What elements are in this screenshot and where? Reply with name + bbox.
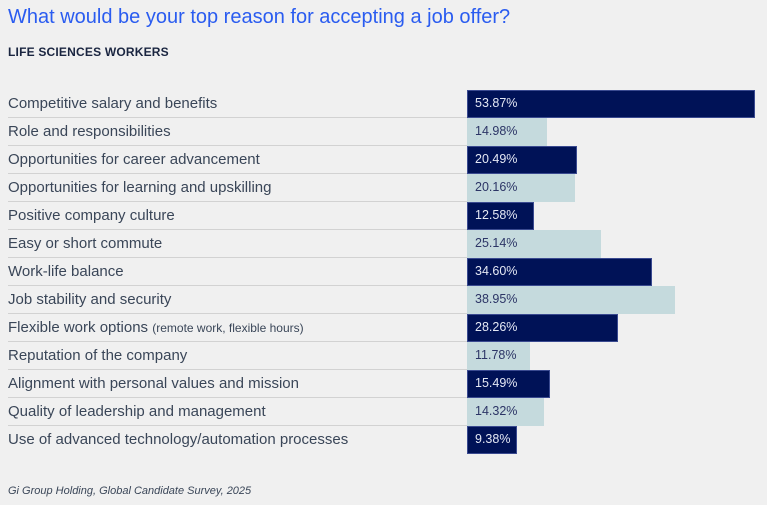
value-label: 20.16% xyxy=(475,180,518,194)
value-label: 53.87% xyxy=(475,96,518,110)
category-label: Use of advanced technology/automation pr… xyxy=(8,431,348,448)
category-text: Flexible work options xyxy=(8,319,149,336)
value-label: 34.60% xyxy=(475,264,518,278)
category-label: Quality of leadership and management xyxy=(8,403,266,420)
category-text: Role and responsibilities xyxy=(8,123,171,140)
category-text: Positive company culture xyxy=(8,207,175,224)
bar-row: Reputation of the company 11.78% xyxy=(0,342,767,370)
category-text: Work-life balance xyxy=(8,263,124,280)
category-label: Role and responsibilities xyxy=(8,123,171,140)
value-label: 25.14% xyxy=(475,236,518,250)
row-divider xyxy=(8,397,467,398)
value-label: 28.26% xyxy=(475,320,518,334)
value-label: 14.98% xyxy=(475,124,518,138)
row-divider xyxy=(8,369,467,370)
category-note: (remote work, flexible hours) xyxy=(152,321,304,335)
category-label: Flexible work options (remote work, flex… xyxy=(8,319,304,336)
bar-row: Job stability and security 38.95% xyxy=(0,286,767,314)
bar xyxy=(467,202,535,230)
category-label: Competitive salary and benefits xyxy=(8,95,217,112)
bar-row: Positive company culture 12.58% xyxy=(0,202,767,230)
row-divider xyxy=(8,313,467,314)
category-text: Competitive salary and benefits xyxy=(8,95,218,112)
chart-subtitle: LIFE SCIENCES WORKERS xyxy=(8,45,169,59)
category-label: Reputation of the company xyxy=(8,347,187,364)
category-text: Reputation of the company xyxy=(8,347,188,364)
bar xyxy=(467,118,548,146)
category-label: Alignment with personal values and missi… xyxy=(8,375,299,392)
row-divider xyxy=(8,285,467,286)
bar xyxy=(467,370,550,398)
bar-row: Flexible work options (remote work, flex… xyxy=(0,314,767,342)
row-divider xyxy=(8,201,467,202)
category-text: Easy or short commute xyxy=(8,235,163,252)
bar xyxy=(467,314,619,342)
value-label: 11.78% xyxy=(475,348,517,362)
category-text: Use of advanced technology/automation pr… xyxy=(8,431,349,448)
row-divider xyxy=(8,173,467,174)
bar-row: Role and responsibilities 14.98% xyxy=(0,118,767,146)
bar xyxy=(467,174,575,202)
category-text: Job stability and security xyxy=(8,291,172,308)
bar xyxy=(467,398,544,426)
value-label: 20.49% xyxy=(475,152,518,166)
bar xyxy=(467,146,577,174)
bar-row: Use of advanced technology/automation pr… xyxy=(0,426,767,454)
value-label: 15.49% xyxy=(475,376,518,390)
category-text: Alignment with personal values and missi… xyxy=(8,375,299,392)
category-label: Opportunities for learning and upskillin… xyxy=(8,179,272,196)
category-label: Positive company culture xyxy=(8,207,175,224)
bar xyxy=(467,230,602,258)
row-divider xyxy=(8,229,467,230)
bar-row: Work-life balance 34.60% xyxy=(0,258,767,286)
row-divider xyxy=(8,117,467,118)
category-label: Work-life balance xyxy=(8,263,124,280)
bar-row: Quality of leadership and management 14.3… xyxy=(0,398,767,426)
source-footer: Gi Group Holding, Global Candidate Surve… xyxy=(8,485,252,497)
bar xyxy=(467,286,676,314)
category-label: Easy or short commute xyxy=(8,235,162,252)
category-text: Opportunities for learning and upskillin… xyxy=(8,179,272,196)
value-label: 9.38% xyxy=(475,432,511,446)
bar xyxy=(467,90,755,118)
bar-row: Easy or short commute 25.14% xyxy=(0,230,767,258)
value-label: 12.58% xyxy=(475,208,518,222)
bar xyxy=(467,342,530,370)
bar-row: Alignment with personal values and missi… xyxy=(0,370,767,398)
bar-row: Opportunities for career advancement 20.4… xyxy=(0,146,767,174)
row-divider xyxy=(8,145,467,146)
category-text: Quality of leadership and management xyxy=(8,403,266,420)
chart-title: What would be your top reason for accept… xyxy=(8,6,511,28)
bar-row: Competitive salary and benefits 53.87% xyxy=(0,90,767,118)
bar xyxy=(467,426,518,454)
category-label: Job stability and security xyxy=(8,291,171,308)
category-text: Opportunities for career advancement xyxy=(8,151,260,168)
value-label: 38.95% xyxy=(475,292,518,306)
row-divider xyxy=(8,341,467,342)
value-label: 14.32% xyxy=(475,404,518,418)
bar xyxy=(467,258,652,286)
row-divider xyxy=(8,425,467,426)
bar-row: Opportunities for learning and upskillin… xyxy=(0,174,767,202)
row-divider xyxy=(8,257,467,258)
category-label: Opportunities for career advancement xyxy=(8,151,260,168)
